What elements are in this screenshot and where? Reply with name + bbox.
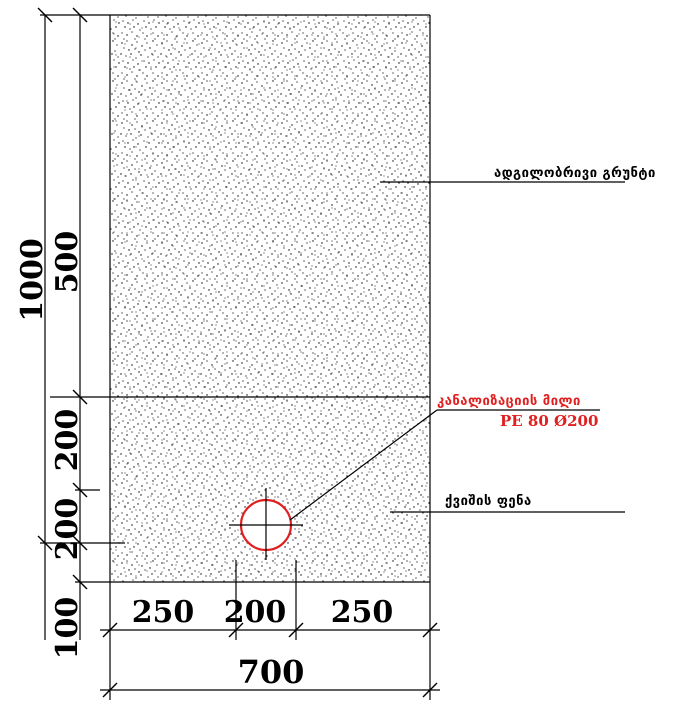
leader-lines xyxy=(289,181,625,521)
dim-sand-upper: 200 xyxy=(50,409,85,472)
label-pipe-name: კანალიზაციის მილი xyxy=(437,394,581,409)
dim-bottom: 100 xyxy=(50,597,85,660)
label-native-soil: ადგილობრივი გრუნტი xyxy=(494,166,656,181)
label-pipe-spec: PE 80 Ø200 xyxy=(500,412,598,430)
dim-total-width: 700 xyxy=(238,653,305,691)
dim-upper-layer: 500 xyxy=(50,231,85,294)
dim-sand-lower: 200 xyxy=(50,498,85,561)
dim-width-pipe: 200 xyxy=(224,595,287,630)
dim-width-left: 250 xyxy=(132,595,195,630)
dim-width-right: 250 xyxy=(331,595,394,630)
trench-outline xyxy=(109,14,431,583)
native-soil-zone xyxy=(110,15,430,397)
horizontal-dimension-lines xyxy=(100,560,440,700)
vertical-dimension-lines xyxy=(37,7,125,640)
sand-bedding-zone xyxy=(110,397,430,582)
dim-total-height: 1000 xyxy=(15,238,50,322)
pipe-cross-section xyxy=(229,488,303,560)
label-sand-layer: ქვიშის ფენა xyxy=(445,494,532,509)
